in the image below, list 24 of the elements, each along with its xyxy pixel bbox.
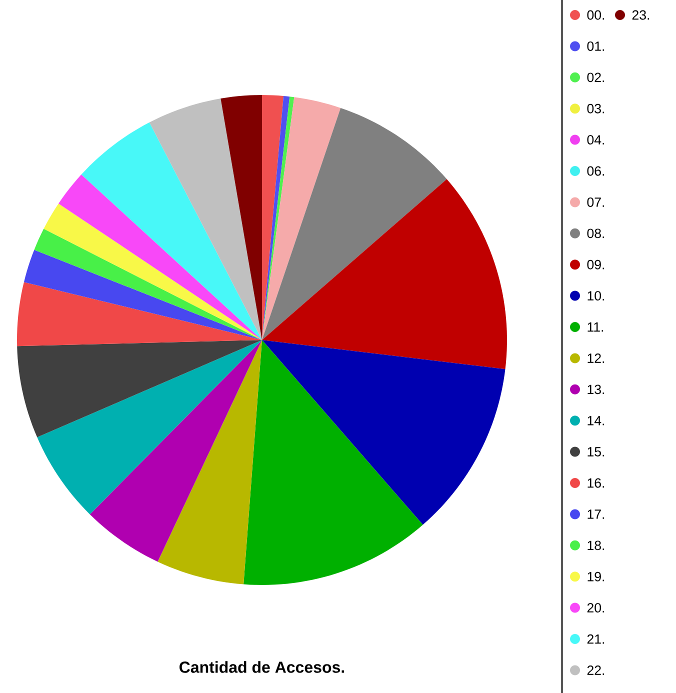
- legend-label: 22.: [587, 666, 604, 675]
- legend-label: 15.: [588, 447, 604, 456]
- legend-label: 14.: [588, 416, 604, 426]
- legend-label: 17.: [588, 510, 604, 519]
- legend-label: 21.: [587, 634, 604, 644]
- legend-label: 07.: [587, 197, 604, 207]
- legend-label: 04.: [587, 135, 604, 145]
- legend-label: 19.: [588, 572, 604, 582]
- legend-label: 06.: [587, 166, 604, 176]
- legend-label: 12.: [588, 354, 604, 363]
- legend-label: 18.: [588, 540, 604, 550]
- legend-label: 11.: [588, 322, 604, 332]
- text: Cantidad de Accesos.: [180, 661, 344, 673]
- legend-label: 23.: [632, 10, 650, 20]
- legend-label: 16.: [588, 478, 604, 488]
- legend-label: 02.: [587, 72, 604, 82]
- legend-label: 01.: [587, 41, 604, 51]
- legend-label: 00.: [587, 10, 604, 20]
- legend-label: 13.: [588, 384, 604, 394]
- legend-label: 20.: [587, 603, 604, 613]
- legend-label: 03.: [587, 104, 604, 114]
- legend-label: 10.: [588, 291, 604, 301]
- legend-label: 09.: [587, 260, 604, 270]
- legend-label: 08.: [587, 228, 604, 238]
